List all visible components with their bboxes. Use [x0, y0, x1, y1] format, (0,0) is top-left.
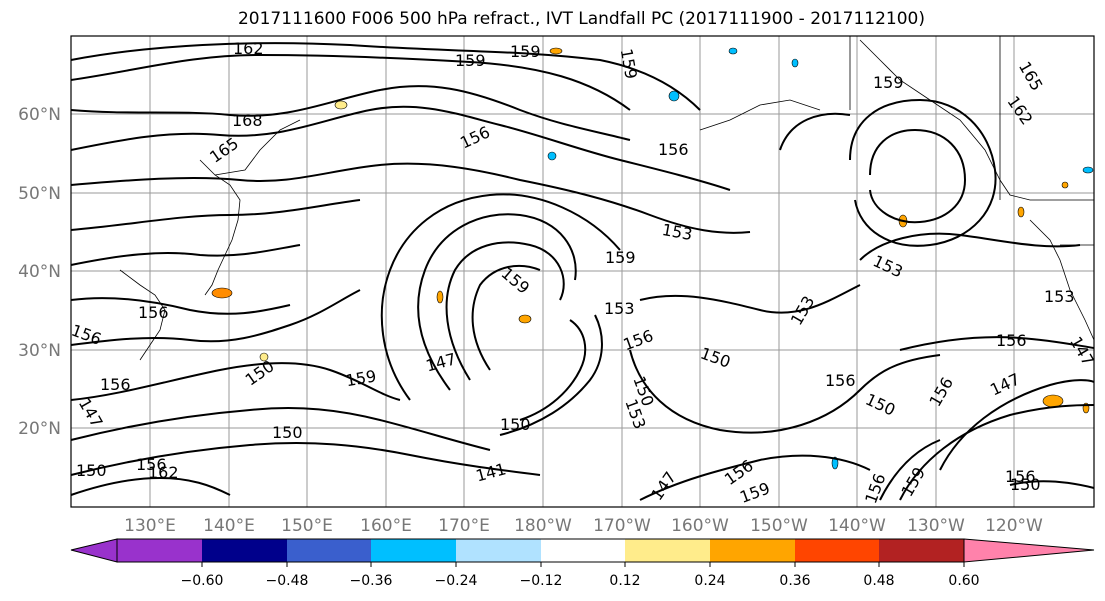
colorbar-segment: [710, 539, 795, 562]
refractivity-contours: [70, 42, 1095, 501]
map-panel: 162 159 159 159 165 168 165 156 156 159 …: [69, 35, 1098, 508]
lon-label: 160°E: [360, 516, 412, 536]
colorbar-segment: [117, 539, 202, 562]
contour-labels: 162 159 159 159 165 168 165 156 156 159 …: [69, 39, 1098, 507]
contour-label: 150: [500, 415, 531, 434]
lon-label: 150°E: [281, 516, 333, 536]
contour-label: 162: [148, 463, 179, 482]
contour-label: 150: [76, 461, 107, 480]
colorbar-tick: −0.12: [520, 573, 563, 589]
contour-label: 159: [605, 248, 636, 267]
colorbar-segment: [795, 539, 879, 562]
lat-label: 40°N: [18, 262, 61, 282]
lon-label: 130°E: [124, 516, 176, 536]
colorbar-segment: [371, 539, 456, 562]
contour-label: 156: [136, 455, 167, 474]
colorbar-tick: 0.36: [779, 573, 810, 589]
contour-label: 162: [233, 39, 264, 58]
contour-label: 159: [873, 73, 904, 92]
colorbar-tick: 0.12: [609, 573, 640, 589]
lon-label: 130°W: [907, 516, 965, 536]
lat-label: 20°N: [18, 419, 61, 439]
colorbar-tick: 0.60: [948, 573, 979, 589]
colorbar-segment: [541, 539, 625, 562]
contour-label: 156: [138, 303, 169, 322]
lon-label: 170°E: [438, 516, 490, 536]
lat-label: 50°N: [18, 184, 61, 204]
lat-label: 60°N: [18, 105, 61, 125]
colorbar-tick: −0.60: [181, 573, 224, 589]
lon-label: 140°E: [203, 516, 255, 536]
contour-label: 168: [232, 111, 263, 130]
colorbar-segment: [625, 539, 710, 562]
lon-label: 140°W: [828, 516, 886, 536]
lon-label: 180°W: [514, 516, 572, 536]
colorbar-segment: [456, 539, 541, 562]
contour-label: 150: [272, 423, 303, 442]
contour-label: 153: [604, 299, 635, 318]
colorbar-segment: [879, 539, 964, 562]
lon-label: 170°W: [593, 516, 651, 536]
colorbar-tick: −0.48: [266, 573, 309, 589]
colorbar-tick: −0.36: [350, 573, 393, 589]
colorbar-extend-left: [70, 538, 118, 563]
contour-label: 156: [658, 140, 689, 159]
graticule: [71, 36, 1094, 507]
colorbar-tick: 0.48: [863, 573, 894, 589]
lon-label: 150°W: [750, 516, 808, 536]
contour-label: 159: [455, 51, 486, 70]
shaded-anomalies: [211, 47, 1094, 470]
map-title: 2017111600 F006 500 hPa refract., IVT La…: [237, 9, 925, 29]
contour-label: 156: [1005, 467, 1036, 486]
lon-label: 120°W: [985, 516, 1043, 536]
contour-label: 156: [825, 371, 856, 390]
coastlines: [119, 36, 1095, 361]
lon-label: 160°W: [671, 516, 729, 536]
contour-label: 153: [1044, 287, 1075, 306]
colorbar-segment: [202, 539, 287, 562]
lat-label: 30°N: [18, 341, 61, 361]
colorbar: −0.60 −0.48 −0.36 −0.24 −0.12 0.12 0.24 …: [70, 538, 1095, 589]
colorbar-tick: −0.24: [435, 573, 478, 589]
contour-label: 150: [1010, 475, 1041, 494]
colorbar-segment: [287, 539, 371, 562]
colorbar-tick: 0.24: [694, 573, 725, 589]
contour-label: 156: [100, 375, 131, 394]
contour-label: 156: [996, 331, 1027, 350]
map-border: [70, 35, 1095, 508]
colorbar-extend-right: [963, 538, 1095, 563]
longitude-labels: 130°E 140°E 150°E 160°E 170°E 180°W 170°…: [124, 516, 1043, 536]
latitude-labels: 60°N 50°N 40°N 30°N 20°N: [18, 105, 61, 439]
contour-label: 159: [510, 42, 541, 61]
